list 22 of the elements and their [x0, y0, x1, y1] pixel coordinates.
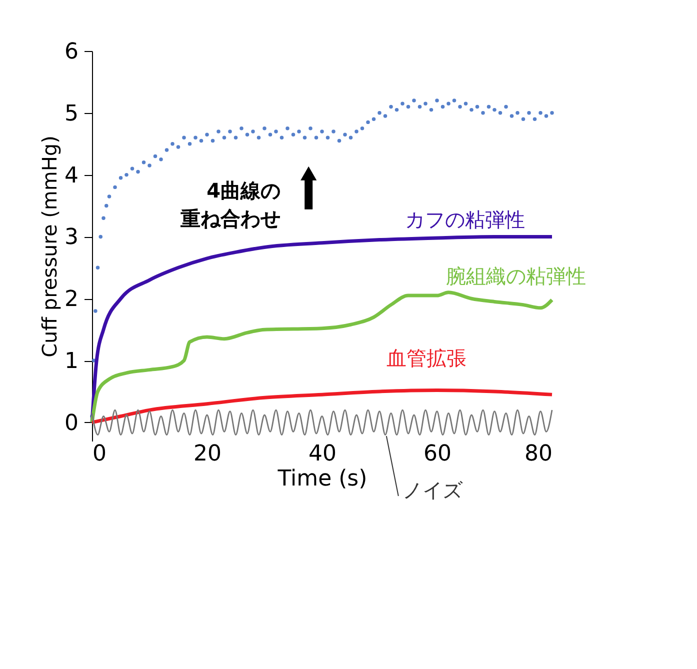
- x-axis-title: Time (s): [276, 466, 368, 492]
- series-label: 血管拡張: [386, 346, 466, 370]
- annotation: 4曲線の重ね合わせ: [180, 178, 281, 230]
- series-label: カフの粘弾性: [404, 208, 525, 232]
- y-tick-label: 2: [64, 287, 78, 312]
- line-series: [91, 409, 553, 436]
- x-tick-label: 0: [92, 442, 106, 466]
- series-label: 腕組織の粘弾性: [446, 264, 586, 288]
- y-tick-label: 3: [64, 225, 78, 250]
- y-tick-label: 1: [64, 349, 78, 374]
- y-tick-label: 4: [64, 163, 78, 188]
- line-series: [90, 290, 554, 424]
- x-tick-label: 40: [308, 442, 336, 466]
- x-tick-label: 80: [524, 442, 552, 466]
- y-tick-label: 6: [64, 40, 78, 64]
- y-axis-title: Cuff pressure (mmHg): [38, 136, 62, 358]
- y-tick-label: 5: [64, 101, 78, 126]
- line-series: [90, 388, 554, 424]
- text: ノイズ: [402, 478, 464, 502]
- y-tick-label: 0: [64, 410, 78, 436]
- x-tick-label: 60: [424, 442, 452, 466]
- x-tick-label: 20: [194, 442, 222, 466]
